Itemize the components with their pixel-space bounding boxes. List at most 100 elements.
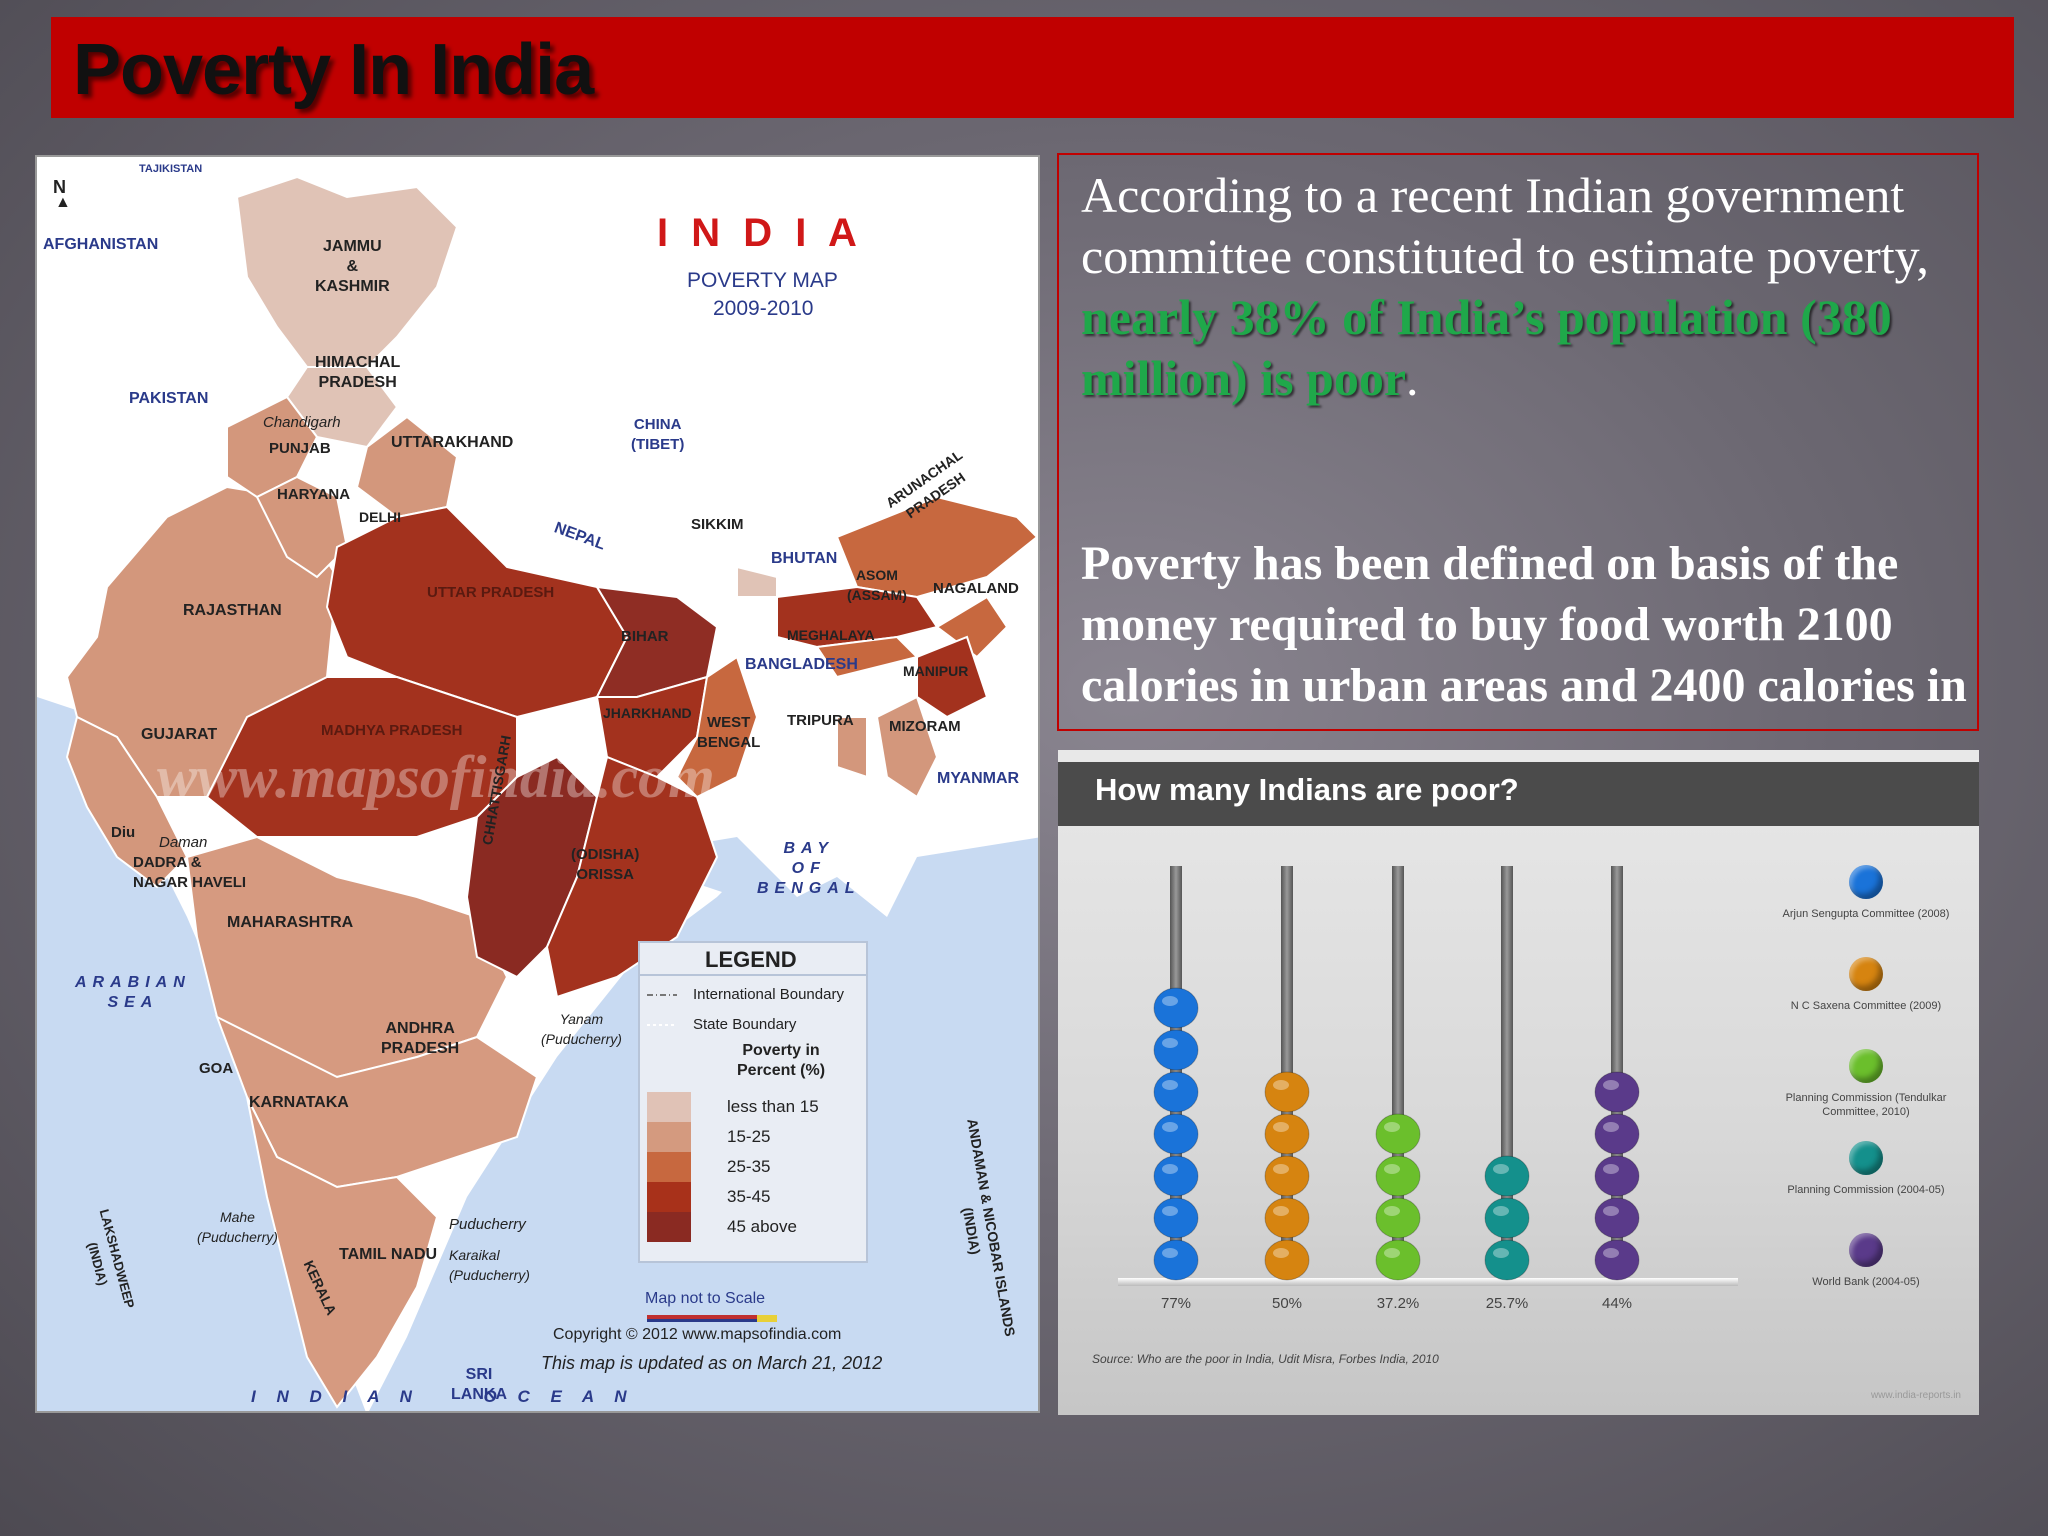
label-sikkim: SIKKIM <box>691 516 744 533</box>
bead-highlight <box>1162 996 1178 1006</box>
legend-label: Arjun Sengupta Committee (2008) <box>1782 908 1950 920</box>
label-haryana: HARYANA <box>277 486 351 503</box>
abacus-bead <box>1153 1071 1199 1113</box>
abacus-bead <box>1594 1155 1640 1197</box>
abacus-bead <box>1264 1071 1310 1113</box>
legend-class-label: 15-25 <box>727 1127 771 1146</box>
label-tripura: TRIPURA <box>787 712 854 729</box>
legend-swatch <box>647 1122 691 1152</box>
bead-highlight <box>1273 1122 1289 1132</box>
abacus-bead <box>1153 987 1199 1029</box>
title-bar: Poverty In India <box>51 17 2014 118</box>
value-label: 37.2% <box>1376 1295 1420 1312</box>
chart-legend-item: Arjun Sengupta Committee (2008) <box>1776 865 1956 921</box>
bead-highlight <box>1384 1206 1400 1216</box>
legend-label: World Bank (2004-05) <box>1812 1276 1920 1288</box>
map-subtitle-2: 2009-2010 <box>713 297 814 320</box>
bead-highlight <box>1603 1122 1619 1132</box>
abacus-bead <box>1153 1239 1199 1281</box>
map-subtitle-1: POVERTY MAP <box>687 269 838 292</box>
legend-state-boundary: State Boundary <box>693 1016 797 1033</box>
north-arrow-label: N <box>53 177 66 197</box>
label-andhra-pradesh: ANDHRA PRADESH <box>381 1020 460 1057</box>
legend-class-label: 45 above <box>727 1217 797 1236</box>
para1-end: . <box>1406 350 1419 406</box>
bead-highlight <box>1162 1080 1178 1090</box>
legend-label: Planning Commission (2004-05) <box>1787 1184 1945 1196</box>
abacus-bead <box>1264 1239 1310 1281</box>
abacus-bead <box>1484 1239 1530 1281</box>
abacus-bead <box>1264 1155 1310 1197</box>
label-diu: Diu <box>111 824 136 841</box>
slide-title: Poverty In India <box>73 30 594 110</box>
label-afghanistan: AFGHANISTAN <box>43 236 159 253</box>
label-tajikistan: TAJIKISTAN <box>139 163 203 175</box>
label-maharashtra: MAHARASHTRA <box>227 914 354 931</box>
label-dadra-nagar-haveli: DADRA & NAGAR HAVELI <box>133 854 247 891</box>
chart-legend-item: World Bank (2004-05) <box>1776 1233 1956 1289</box>
legend-swatch <box>647 1152 691 1182</box>
bead-highlight <box>1162 1038 1178 1048</box>
chart-header: How many Indians are poor? <box>1058 762 1979 826</box>
bead-highlight <box>1603 1248 1619 1258</box>
label-tamil-nadu: TAMIL NADU <box>339 1246 438 1263</box>
legend-swatch <box>647 1092 691 1122</box>
bead-highlight <box>1493 1248 1509 1258</box>
label-karaikal: Karaikal (Puducherry) <box>449 1247 530 1283</box>
value-label: 25.7% <box>1485 1295 1529 1312</box>
label-gujarat: GUJARAT <box>141 726 218 743</box>
bead-highlight <box>1603 1206 1619 1216</box>
abacus-bead <box>1264 1197 1310 1239</box>
legend-dot <box>1849 957 1883 991</box>
label-bangladesh: BANGLADESH <box>745 656 858 673</box>
scale-note: Map not to Scale <box>645 1290 766 1307</box>
bead-highlight <box>1273 1164 1289 1174</box>
legend-title: LEGEND <box>705 947 797 972</box>
label-myanmar: MYANMAR <box>937 770 1020 787</box>
bead-highlight <box>1273 1080 1289 1090</box>
label-madhya-pradesh: MADHYA PRADESH <box>321 722 463 739</box>
label-bihar: BIHAR <box>621 628 669 645</box>
label-mahe: Mahe (Puducherry) <box>197 1209 278 1245</box>
abacus-bead <box>1375 1155 1421 1197</box>
chart-legend-item: Planning Commission (2004-05) <box>1776 1141 1956 1197</box>
north-arrow-icon: ▲ <box>55 194 71 211</box>
map-graphic: www.mapsofindia.com <box>37 157 1038 1411</box>
poor-indians-chart: How many Indians are poor? 77% 50% 37.2% 25… <box>1058 750 1979 1415</box>
label-assam: ASOM (ASSAM) <box>847 567 907 603</box>
chart-title: How many Indians are poor? <box>1095 772 1519 807</box>
label-rajasthan: RAJASTHAN <box>183 602 282 619</box>
bead-highlight <box>1384 1122 1400 1132</box>
label-bay-of-bengal: BAY OF BENGAL <box>757 840 861 897</box>
map-copyright: Copyright © 2012 www.mapsofindia.com <box>553 1326 842 1343</box>
chart-watermark: www.india-reports.in <box>1870 1390 1961 1401</box>
label-karnataka: KARNATAKA <box>249 1094 349 1111</box>
abacus-bead <box>1375 1113 1421 1155</box>
legend-swatch <box>647 1212 691 1242</box>
chart-plot <box>1118 866 1738 1286</box>
label-pakistan: PAKISTAN <box>129 390 209 407</box>
label-china: CHINA (TIBET) <box>631 416 685 453</box>
legend-label: N C Saxena Committee (2009) <box>1790 1000 1942 1012</box>
label-puducherry: Puducherry <box>449 1216 526 1233</box>
label-odisha: (ODISHA) ORISSA <box>571 846 640 883</box>
label-sri-lanka: SRI LANKA <box>451 1366 507 1403</box>
label-jharkhand: JHARKHAND <box>603 705 692 721</box>
label-bhutan: BHUTAN <box>771 550 838 567</box>
legend-dot <box>1849 865 1883 899</box>
bead-highlight <box>1273 1248 1289 1258</box>
label-daman: Daman <box>159 834 208 851</box>
bead-highlight <box>1603 1164 1619 1174</box>
legend-dot <box>1849 1049 1883 1083</box>
label-punjab: PUNJAB <box>269 440 331 457</box>
label-delhi: DELHI <box>359 509 401 525</box>
label-goa: GOA <box>199 1060 234 1077</box>
bead-highlight <box>1493 1206 1509 1216</box>
chart-source: Source: Who are the poor in India, Udit … <box>1092 1352 1439 1366</box>
legend-poverty-title: Poverty in Percent (%) <box>737 1042 826 1079</box>
label-jammu-kashmir: JAMMU & KASHMIR <box>315 238 390 295</box>
abacus-bead <box>1484 1197 1530 1239</box>
legend-dot <box>1849 1233 1883 1267</box>
abacus-bead <box>1264 1113 1310 1155</box>
bead-highlight <box>1493 1164 1509 1174</box>
